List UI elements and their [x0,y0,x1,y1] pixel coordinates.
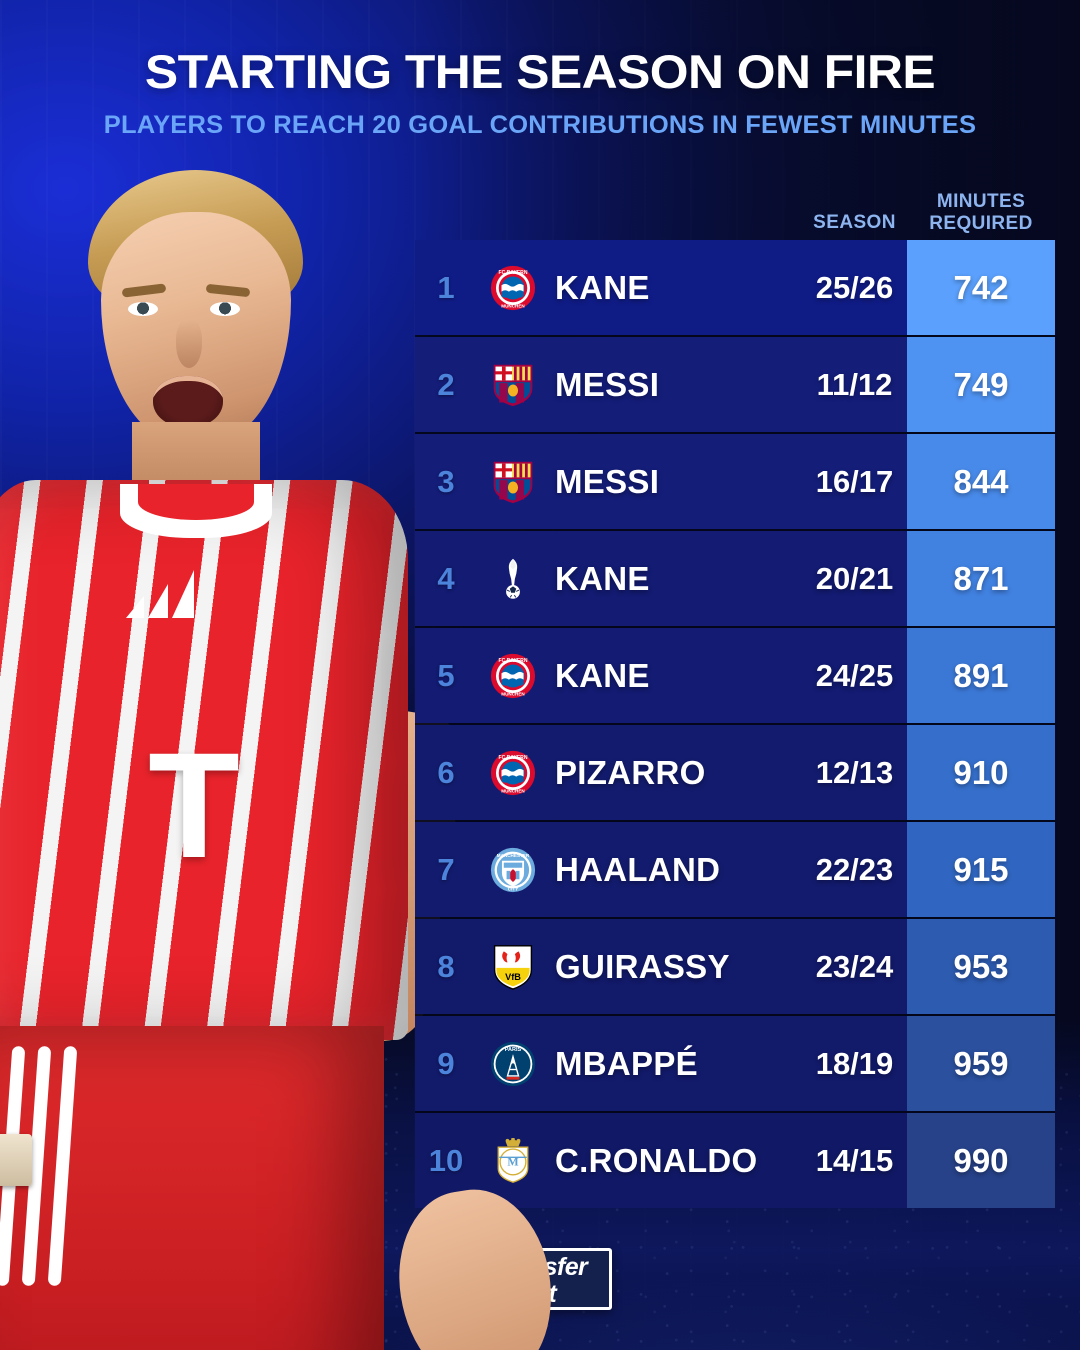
club-crest-real-madrid-icon: M [477,1137,549,1184]
table-row[interactable]: 1 FC BAYERN MÜNCHEN KANE 25/26 742 [415,240,1055,337]
rank-number: 3 [437,463,455,499]
season-value: 14/15 [815,1142,894,1178]
table-body: 1 FC BAYERN MÜNCHEN KANE 25/26 742 2 MESSI 11/12… [415,240,1055,1208]
player-photo-harry-kane: T FC BAYERN [0,150,564,1350]
column-header-minutes-line2: REQUIRED [929,212,1033,234]
column-header-minutes-line1: MINUTES [936,191,1026,213]
column-header-minutes-required: MINUTES REQUIRED [907,191,1055,234]
svg-text:FC BAYERN: FC BAYERN [499,755,528,761]
player-name: HAALAND [555,850,721,888]
telekom-sponsor-logo: T [148,721,240,889]
season-value: 24/25 [815,657,894,693]
minutes-required-value: 844 [907,434,1055,529]
page-title: STARTING THE SEASON ON FIRE [144,45,936,98]
minutes-required-value: 910 [907,725,1055,820]
table-row[interactable]: 8 VfB GUIRASSY 23/24 953 [415,919,1055,1016]
svg-text:M: M [507,1154,518,1168]
minutes-required-value: 953 [907,919,1055,1014]
club-crest-bayern-munich-icon: FC BAYERN MÜNCHEN [477,653,549,699]
player-name: MESSI [555,365,660,403]
player-mouth [153,376,223,428]
season-value: 20/21 [815,560,894,596]
player-name: GUIRASSY [555,947,730,985]
adidas-logo-icon [122,568,196,620]
svg-text:MÜNCHEN: MÜNCHEN [501,787,525,793]
player-name: KANE [555,656,650,694]
season-value: 16/17 [815,463,894,499]
svg-text:FC BAYERN: FC BAYERN [499,270,528,276]
minutes-required-value: 891 [907,628,1055,723]
rank-number: 4 [437,560,455,596]
rank-number: 2 [437,366,455,402]
player-nose [176,320,202,368]
player-name: MESSI [555,462,660,500]
rank-number: 5 [437,657,455,693]
svg-text:CITY: CITY [508,886,518,891]
svg-text:FC BAYERN: FC BAYERN [499,658,528,664]
player-shirt-bayern [0,480,408,1040]
player-name: C.RONALDO [555,1141,758,1179]
season-value: 23/24 [815,948,894,984]
player-collar-inner [138,484,254,520]
table-row[interactable]: 5 FC BAYERN MÜNCHEN KANE 24/25 891 [415,628,1055,725]
club-crest-barcelona-icon [477,362,549,408]
page-subtitle: PLAYERS TO REACH 20 GOAL CONTRIBUTIONS I… [103,111,977,139]
table-header-row: SEASON MINUTES REQUIRED [415,172,1055,240]
table-row[interactable]: 6 FC BAYERN MÜNCHEN PIZARRO 12/13 910 [415,725,1055,822]
rank-number: 6 [437,754,455,790]
svg-text:VfB: VfB [505,971,521,981]
svg-text:MANCHESTER: MANCHESTER [497,853,530,858]
table-row[interactable]: 10 M C.RONALDO 14/15 990 [415,1113,1055,1208]
shirt-tag [0,1134,32,1186]
player-name: PIZARRO [555,753,706,791]
minutes-required-value: 749 [907,337,1055,432]
rank-number: 10 [428,1142,464,1178]
rank-number: 1 [437,269,455,305]
minutes-required-value: 959 [907,1016,1055,1111]
minutes-required-value: 742 [907,240,1055,335]
table-row[interactable]: 7 MANCHESTER CITY HAALAND 22/23 915 [415,822,1055,919]
player-name: KANE [555,268,650,306]
club-crest-manchester-city-icon: MANCHESTER CITY [477,847,549,893]
table-row[interactable]: 3 MESSI 16/17 844 [415,434,1055,531]
minutes-required-value: 871 [907,531,1055,626]
season-value: 12/13 [815,754,894,790]
player-name: KANE [555,559,650,597]
club-crest-psg-icon: PARIS [477,1041,549,1087]
svg-text:PARIS: PARIS [505,1047,522,1053]
season-value: 18/19 [815,1045,894,1081]
minutes-required-value: 990 [907,1113,1055,1208]
ranking-table: SEASON MINUTES REQUIRED 1 FC BAYERN MÜNCHE… [415,172,1055,1210]
svg-text:MÜNCHEN: MÜNCHEN [501,690,525,696]
header: STARTING THE SEASON ON FIRE PLAYERS TO R… [0,48,1080,140]
club-crest-vfb-stuttgart-icon: VfB [477,944,549,990]
club-crest-bayern-munich-icon: FC BAYERN MÜNCHEN [477,750,549,796]
svg-text:MÜNCHEN: MÜNCHEN [501,302,525,308]
season-value: 11/12 [816,366,893,402]
player-name: MBAPPÉ [555,1044,698,1082]
rank-number: 7 [437,851,455,887]
club-crest-tottenham-icon [477,556,549,602]
player-eye-left [128,302,158,316]
season-value: 25/26 [815,269,894,305]
column-header-season: SEASON [813,212,896,233]
club-crest-barcelona-icon [477,459,549,505]
table-row[interactable]: 2 MESSI 11/12 749 [415,337,1055,434]
club-crest-bayern-munich-icon: FC BAYERN MÜNCHEN [477,265,549,311]
season-value: 22/23 [815,851,894,887]
table-row[interactable]: 4 KANE 20/21 871 [415,531,1055,628]
minutes-required-value: 915 [907,822,1055,917]
rank-number: 8 [437,948,455,984]
player-eye-right [210,302,240,316]
rank-number: 9 [437,1045,455,1081]
table-row[interactable]: 9 PARIS MBAPPÉ 18/19 959 [415,1016,1055,1113]
